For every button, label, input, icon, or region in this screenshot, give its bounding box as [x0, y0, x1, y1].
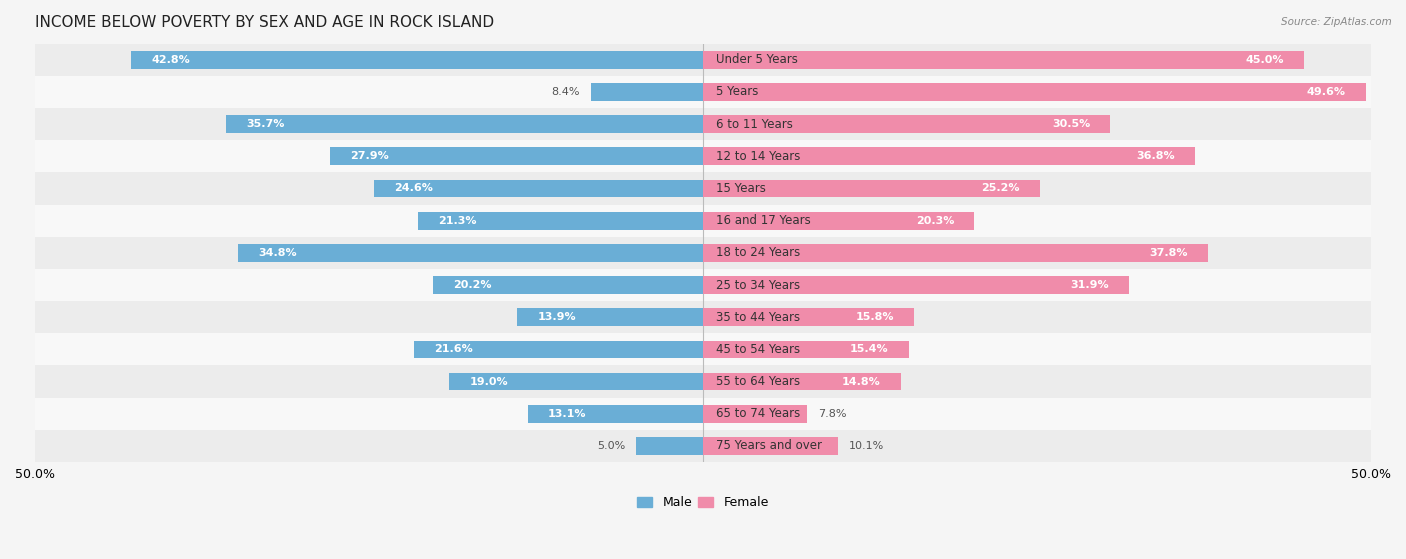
Bar — [703, 405, 807, 423]
Bar — [35, 397, 1371, 430]
Bar — [35, 430, 1371, 462]
Text: 19.0%: 19.0% — [470, 377, 508, 387]
Text: 49.6%: 49.6% — [1306, 87, 1346, 97]
Text: 45.0%: 45.0% — [1246, 55, 1284, 65]
Text: 7.8%: 7.8% — [818, 409, 846, 419]
Text: 8.4%: 8.4% — [551, 87, 581, 97]
Text: INCOME BELOW POVERTY BY SEX AND AGE IN ROCK ISLAND: INCOME BELOW POVERTY BY SEX AND AGE IN R… — [35, 15, 494, 30]
Text: 13.9%: 13.9% — [537, 312, 576, 322]
Text: 24.6%: 24.6% — [395, 183, 433, 193]
Bar — [703, 51, 1305, 69]
Text: 34.8%: 34.8% — [259, 248, 297, 258]
Bar — [703, 83, 1365, 101]
Bar — [703, 276, 1129, 294]
Text: Source: ZipAtlas.com: Source: ZipAtlas.com — [1281, 17, 1392, 27]
Bar — [529, 405, 703, 423]
Bar — [703, 309, 914, 326]
Bar — [226, 115, 703, 133]
Text: 55 to 64 Years: 55 to 64 Years — [717, 375, 800, 388]
Bar — [35, 108, 1371, 140]
Text: 5 Years: 5 Years — [717, 86, 759, 98]
Text: 6 to 11 Years: 6 to 11 Years — [717, 117, 793, 131]
Bar — [449, 373, 703, 390]
Text: 10.1%: 10.1% — [849, 441, 884, 451]
Bar — [374, 179, 703, 197]
Text: 31.9%: 31.9% — [1070, 280, 1109, 290]
Text: 16 and 17 Years: 16 and 17 Years — [717, 214, 811, 227]
Bar — [35, 172, 1371, 205]
Text: 45 to 54 Years: 45 to 54 Years — [717, 343, 800, 356]
Bar — [35, 76, 1371, 108]
Text: 35 to 44 Years: 35 to 44 Years — [717, 311, 800, 324]
Bar — [703, 148, 1195, 165]
Text: 18 to 24 Years: 18 to 24 Years — [717, 247, 800, 259]
Bar — [703, 373, 901, 390]
Text: 30.5%: 30.5% — [1052, 119, 1091, 129]
Text: 21.3%: 21.3% — [439, 216, 477, 226]
Text: 15.8%: 15.8% — [855, 312, 894, 322]
Text: 27.9%: 27.9% — [350, 151, 389, 162]
Bar — [35, 44, 1371, 76]
Text: 25.2%: 25.2% — [981, 183, 1019, 193]
Legend: Male, Female: Male, Female — [633, 491, 773, 514]
Text: 20.3%: 20.3% — [915, 216, 955, 226]
Bar — [35, 301, 1371, 333]
Bar — [703, 340, 908, 358]
Bar — [35, 237, 1371, 269]
Bar — [35, 205, 1371, 237]
Text: 42.8%: 42.8% — [152, 55, 190, 65]
Bar — [35, 269, 1371, 301]
Text: 13.1%: 13.1% — [548, 409, 586, 419]
Bar — [636, 437, 703, 455]
Text: 25 to 34 Years: 25 to 34 Years — [717, 278, 800, 292]
Bar — [433, 276, 703, 294]
Text: 15.4%: 15.4% — [851, 344, 889, 354]
Text: 20.2%: 20.2% — [453, 280, 492, 290]
Text: 65 to 74 Years: 65 to 74 Years — [717, 408, 800, 420]
Bar — [703, 244, 1208, 262]
Text: 37.8%: 37.8% — [1150, 248, 1188, 258]
Text: 12 to 14 Years: 12 to 14 Years — [717, 150, 801, 163]
Bar — [703, 212, 974, 230]
Bar — [591, 83, 703, 101]
Bar — [415, 340, 703, 358]
Bar — [131, 51, 703, 69]
Bar — [238, 244, 703, 262]
Text: 75 Years and over: 75 Years and over — [717, 439, 823, 452]
Text: 14.8%: 14.8% — [842, 377, 880, 387]
Bar — [703, 437, 838, 455]
Bar — [703, 179, 1039, 197]
Text: 21.6%: 21.6% — [434, 344, 474, 354]
Bar — [35, 366, 1371, 397]
Text: 35.7%: 35.7% — [246, 119, 284, 129]
Bar — [419, 212, 703, 230]
Bar — [703, 115, 1111, 133]
Text: 5.0%: 5.0% — [598, 441, 626, 451]
Bar — [35, 140, 1371, 172]
Bar — [35, 333, 1371, 366]
Text: 15 Years: 15 Years — [717, 182, 766, 195]
Bar — [517, 309, 703, 326]
Text: 36.8%: 36.8% — [1136, 151, 1174, 162]
Text: Under 5 Years: Under 5 Years — [717, 53, 799, 67]
Bar — [330, 148, 703, 165]
